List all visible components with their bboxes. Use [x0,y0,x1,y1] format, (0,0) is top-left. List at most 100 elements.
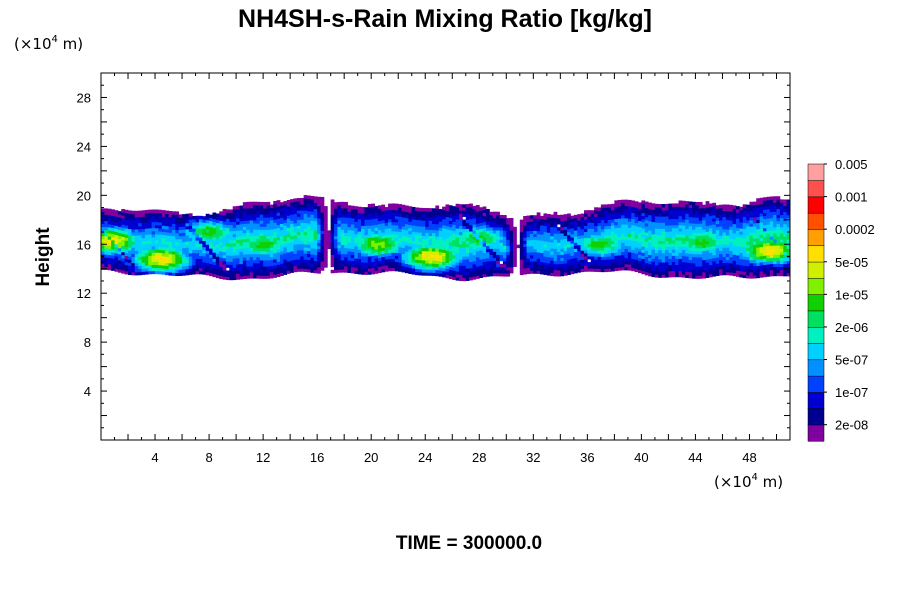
heatmap-cell [246,204,251,209]
heatmap-cell [242,229,247,234]
heatmap-cell [104,238,109,243]
heatmap-cell [290,269,294,273]
heatmap-cell [215,262,220,266]
heatmap-cell [438,242,443,247]
heatmap-cell [698,214,703,218]
heatmap-cell [719,259,723,264]
heatmap-cell [283,219,288,223]
heatmap-cell [374,270,379,274]
heatmap-cell [617,267,622,271]
heatmap-cell [756,238,761,242]
heatmap-cell [543,259,548,263]
heatmap-cell [661,210,666,214]
heatmap-cell [435,236,440,240]
heatmap-cell [665,271,669,275]
heatmap-cell [577,260,581,264]
heatmap-cell [401,250,406,255]
heatmap-cell [134,244,139,248]
heatmap-cell [773,229,777,234]
heatmap-cell [732,266,737,271]
heatmap-cell [762,240,767,244]
heatmap-cell [388,249,392,253]
heatmap-cell [702,216,706,221]
heatmap-cell [769,239,774,243]
heatmap-cell [411,261,416,266]
heatmap-cell [256,220,261,224]
heatmap-cell [749,275,754,279]
heatmap-cell [117,232,122,236]
heatmap-cell [131,226,136,230]
heatmap-cell [725,268,730,273]
heatmap-cell [340,226,345,230]
heatmap-cell [769,214,774,219]
heatmap-cell [692,220,696,224]
heatmap-cell [783,220,788,225]
heatmap-cell [779,245,784,249]
heatmap-cell [678,243,683,247]
heatmap-cell [101,211,105,215]
heatmap-cell [121,257,126,262]
heatmap-cell [499,263,504,268]
heatmap-cell [752,238,757,242]
heatmap-cell [611,222,615,226]
x-tick-label: 4 [151,450,158,465]
heatmap-cell [175,217,180,221]
heatmap-cell [617,224,622,228]
heatmap-cell [688,204,693,209]
heatmap-cell [459,216,463,220]
heatmap-cell [783,230,788,234]
heatmap-cell [408,255,413,259]
heatmap-cell [459,277,463,282]
heatmap-cell [101,232,105,237]
heatmap-cell [290,257,294,261]
heatmap-cell [256,272,261,276]
heatmap-cell [735,215,740,219]
heatmap-cell [283,213,288,217]
heatmap-cell [337,253,342,258]
heatmap-cell [692,214,696,218]
heatmap-cell [654,268,659,272]
heatmap-cell [246,247,251,252]
heatmap-cell [479,271,484,275]
heatmap-cell [104,242,109,246]
heatmap-cell [617,264,622,268]
heatmap-cell [107,214,112,219]
heatmap-cell [195,261,200,266]
heatmap-cell [259,208,264,212]
heatmap-cell [168,266,173,270]
heatmap-cell [739,255,744,260]
heatmap-cell [222,208,227,213]
heatmap-cell [546,241,551,245]
heatmap-cell [617,236,622,241]
heatmap-cell [320,255,325,259]
heatmap-cell [597,262,602,266]
heatmap-cell [712,227,717,231]
heatmap-cell [769,245,774,249]
heatmap-cell [313,251,318,255]
heatmap-cell [773,217,777,222]
heatmap-cell [752,235,757,239]
heatmap-cell [175,238,180,243]
heatmap-cell [546,223,551,227]
heatmap-cell [459,247,463,251]
heatmap-cell [540,237,544,241]
heatmap-cell [695,275,700,279]
heatmap-cell [121,209,126,213]
heatmap-cell [553,236,558,240]
heatmap-cell [280,226,284,231]
heatmap-cell [300,246,305,251]
heatmap-cell [148,221,153,226]
heatmap-cell [195,237,200,241]
heatmap-cell [182,214,186,218]
heatmap-cell [171,254,176,258]
heatmap-cell [310,244,315,249]
heatmap-cell [462,262,467,266]
heatmap-cell [411,265,416,269]
heatmap-cell [276,267,281,271]
heatmap-cell [357,225,362,229]
heatmap-cell [222,251,227,256]
heatmap-cell [438,224,443,228]
heatmap-cell [550,232,554,237]
heatmap-cell [681,206,686,211]
heatmap-cell [252,235,257,239]
